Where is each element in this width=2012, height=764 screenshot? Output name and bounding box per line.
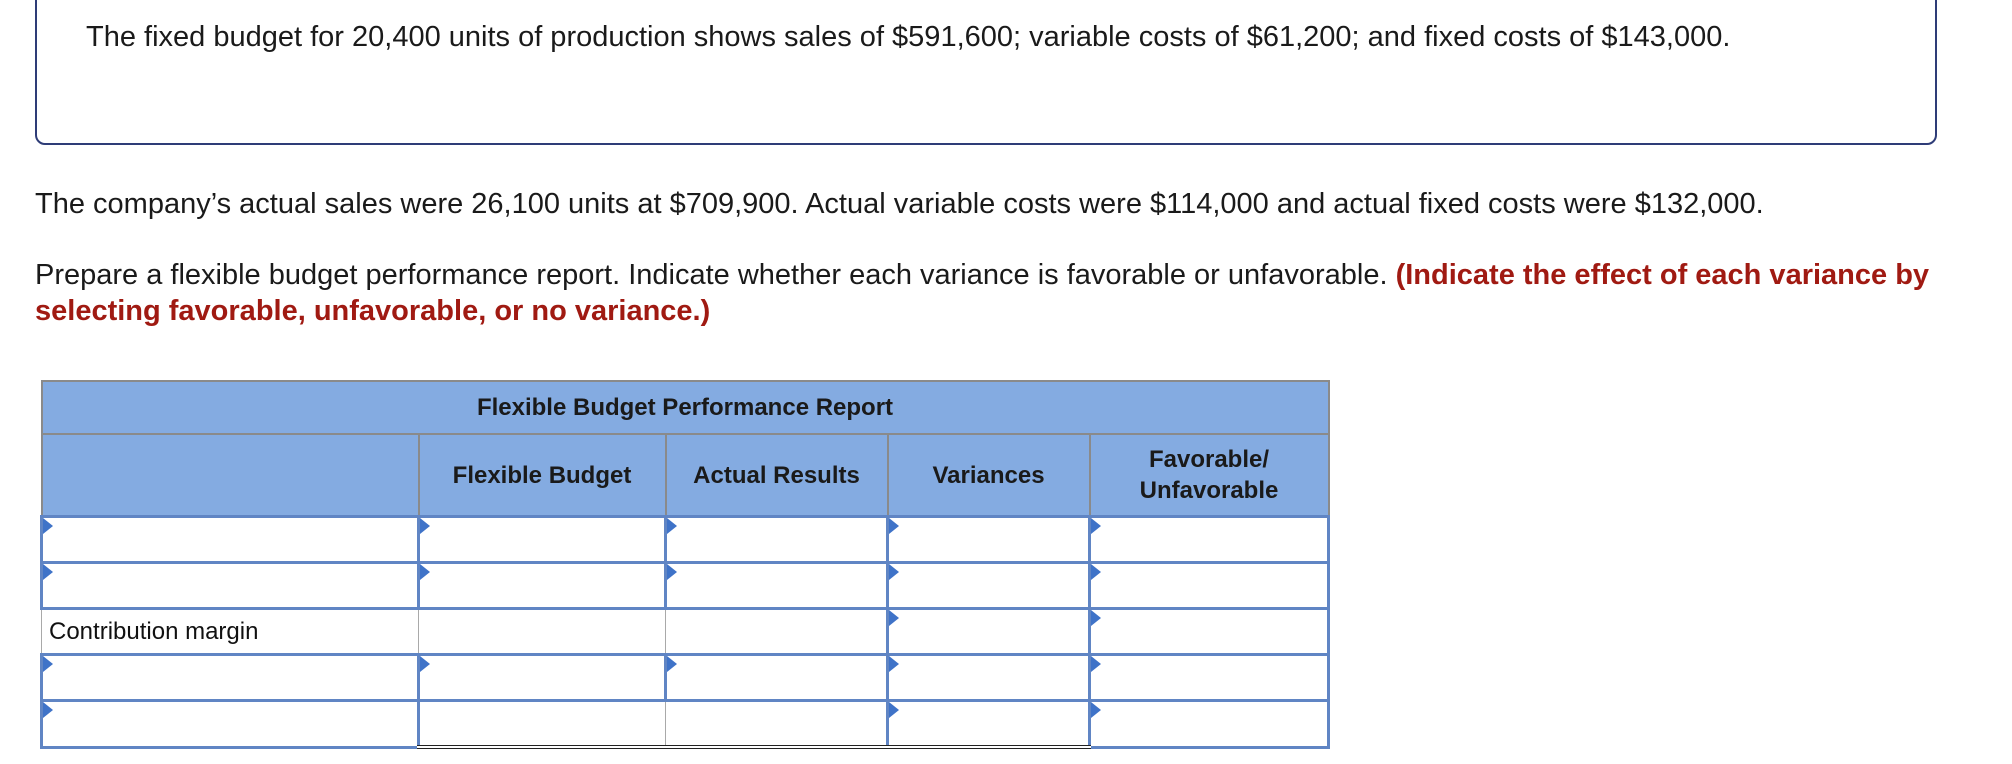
row4-label-dropdown[interactable]: [40, 653, 420, 702]
flexible-budget-report-table: Flexible Budget Performance Report Flexi…: [40, 380, 1330, 749]
row2-actual-results-input[interactable]: [664, 561, 889, 610]
dropdown-marker-icon: [1091, 610, 1101, 626]
row4-flexible-budget-input[interactable]: [417, 653, 667, 702]
row5-favorable-dropdown[interactable]: [1088, 699, 1330, 749]
row1-favorable-dropdown[interactable]: [1088, 515, 1330, 564]
table-row: [40, 561, 1330, 610]
dropdown-marker-icon: [889, 564, 899, 580]
dropdown-marker-icon: [889, 656, 899, 672]
dropdown-marker-icon: [889, 518, 899, 534]
dropdown-marker-icon: [1091, 656, 1101, 672]
table-row: [40, 699, 1330, 749]
header-label-column: [40, 433, 420, 518]
row2-label-dropdown[interactable]: [40, 561, 420, 610]
instruction-text: Prepare a flexible budget performance re…: [35, 257, 1955, 329]
row4-favorable-dropdown[interactable]: [1088, 653, 1330, 702]
contribution-margin-flexible-budget: [418, 607, 666, 655]
header-favorable-unfavorable: Favorable/Unfavorable: [1088, 433, 1330, 518]
dropdown-marker-icon: [1091, 518, 1101, 534]
row5-variance-input[interactable]: [886, 699, 1091, 749]
row1-actual-results-input[interactable]: [664, 515, 889, 564]
row4-actual-results-input[interactable]: [664, 653, 889, 702]
dropdown-marker-icon: [420, 656, 430, 672]
row2-flexible-budget-input[interactable]: [417, 561, 667, 610]
contribution-margin-variance-input[interactable]: [886, 607, 1091, 656]
dropdown-marker-icon: [667, 656, 677, 672]
table-row: [40, 515, 1330, 564]
row5-flexible-budget-total: [418, 699, 666, 749]
contribution-margin-actual-results: [665, 607, 888, 655]
dropdown-marker-icon: [1091, 564, 1101, 580]
given-info-text: The fixed budget for 20,400 units of pro…: [86, 21, 1731, 53]
header-flexible-budget: Flexible Budget: [417, 433, 667, 518]
row2-variance-input[interactable]: [886, 561, 1091, 610]
row5-label-dropdown[interactable]: [40, 699, 420, 749]
header-unfavorable-text: Unfavorable: [1139, 477, 1279, 504]
header-variances: Variances: [886, 433, 1091, 518]
dropdown-marker-icon: [43, 702, 53, 718]
row4-variance-input[interactable]: [886, 653, 1091, 702]
dropdown-marker-icon: [889, 702, 899, 718]
row2-favorable-dropdown[interactable]: [1088, 561, 1330, 610]
header-favorable-text: Favorable/: [1148, 446, 1270, 473]
row1-variance-input[interactable]: [886, 515, 1091, 564]
dropdown-marker-icon: [43, 518, 53, 534]
table-row: [40, 653, 1330, 702]
dropdown-marker-icon: [43, 656, 53, 672]
actual-results-text: The company’s actual sales were 26,100 u…: [35, 188, 1764, 220]
instruction-emphasis: (Indicate the effect of each variance by…: [35, 259, 1930, 327]
row5-actual-results-total: [665, 699, 888, 749]
dropdown-marker-icon: [667, 518, 677, 534]
dropdown-marker-icon: [420, 518, 430, 534]
dropdown-marker-icon: [43, 564, 53, 580]
report-title: Flexible Budget Performance Report: [40, 380, 1330, 435]
table-row: Contribution margin: [41, 607, 1330, 656]
dropdown-marker-icon: [889, 610, 899, 626]
header-actual-results: Actual Results: [664, 433, 889, 518]
given-info-box: [35, 0, 1937, 145]
contribution-margin-favorable-dropdown[interactable]: [1088, 607, 1330, 656]
row1-label-dropdown[interactable]: [40, 515, 420, 564]
instruction-main: Prepare a flexible budget performance re…: [35, 259, 1388, 291]
dropdown-marker-icon: [667, 564, 677, 580]
contribution-margin-label: Contribution margin: [41, 607, 419, 655]
dropdown-marker-icon: [1091, 702, 1101, 718]
dropdown-marker-icon: [420, 564, 430, 580]
row1-flexible-budget-input[interactable]: [417, 515, 667, 564]
